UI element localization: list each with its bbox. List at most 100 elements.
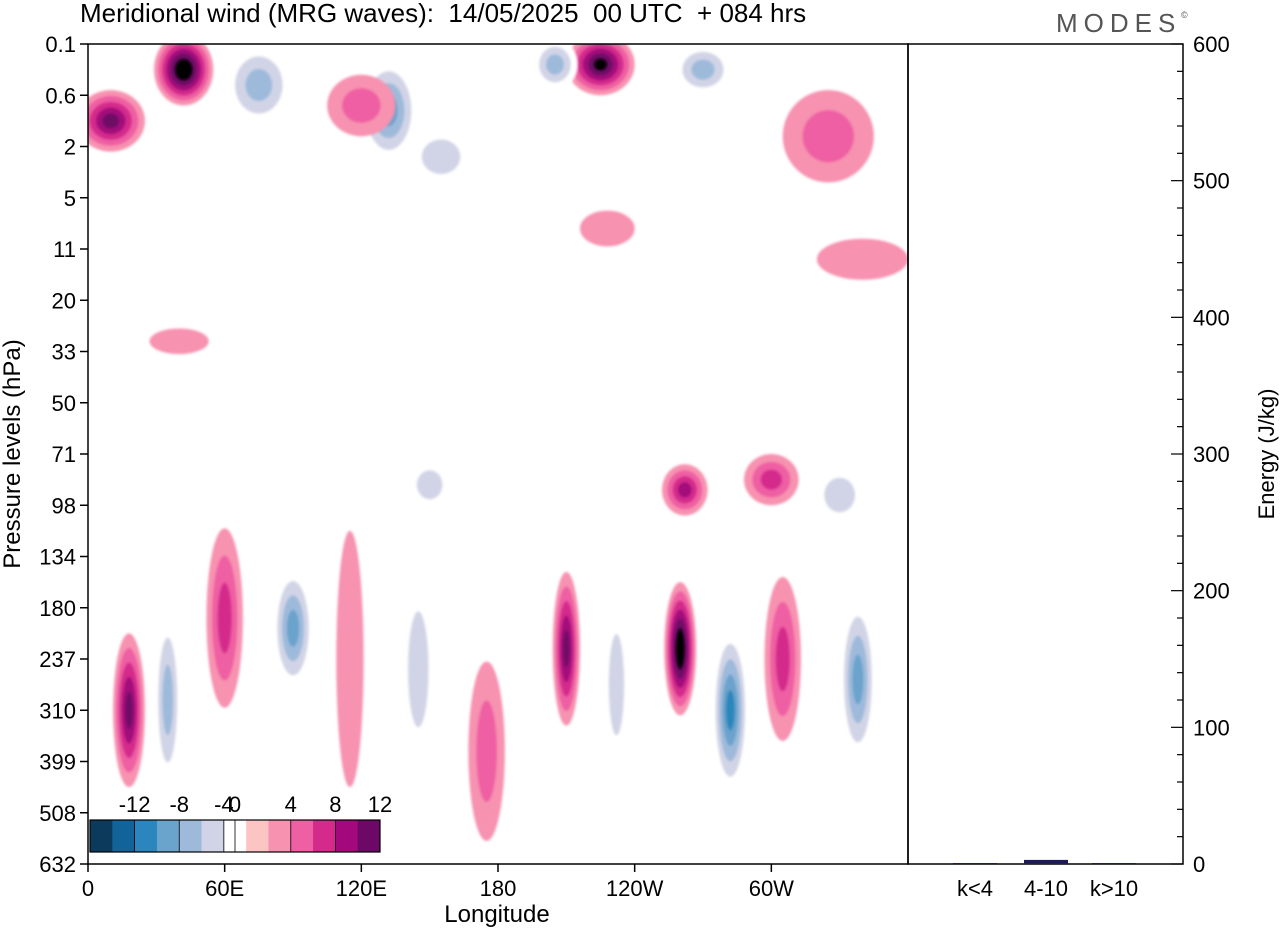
y-tick-label: 0.1: [45, 32, 76, 57]
contour-band: [852, 654, 864, 705]
y-tick-label: 310: [39, 698, 76, 723]
y-tick-label: 50: [52, 391, 76, 416]
contour-band: [725, 690, 735, 731]
wind-field: [88, 44, 908, 841]
contour-band: [245, 68, 273, 102]
y-tick-label: 98: [52, 493, 76, 518]
wind-anomaly-21: [468, 661, 505, 841]
wind-anomaly-29: [812, 464, 868, 526]
contour-band: [580, 210, 635, 247]
energy-tick-label: 600: [1193, 32, 1230, 57]
energy-tick-label: 400: [1193, 305, 1230, 330]
colorbar-swatch: [335, 820, 359, 852]
contour-band: [593, 58, 608, 71]
contour-band: [691, 59, 715, 80]
contour-band: [217, 582, 232, 654]
wind-anomaly-12: [580, 210, 635, 247]
contour-band: [608, 633, 625, 736]
y-tick-label: 632: [39, 852, 76, 877]
wind-anomaly-9: [327, 74, 396, 137]
wind-anomaly-23: [602, 594, 631, 775]
contour-band: [407, 611, 429, 728]
wind-anomaly-10: [457, 243, 539, 285]
wind-anomaly-5: [566, 44, 635, 96]
y-tick-label: 237: [39, 647, 76, 672]
contour-band: [775, 626, 790, 692]
contour-band: [178, 63, 189, 77]
wind-anomaly-8: [782, 90, 874, 183]
y-tick-label: 508: [39, 801, 76, 826]
wind-anomaly-17: [206, 528, 243, 708]
wind-anomaly-2: [224, 44, 293, 126]
y-tick-label: 5: [64, 186, 76, 211]
contour-band: [125, 691, 133, 730]
contour-band: [342, 88, 381, 123]
wind-anomaly-11: [816, 238, 908, 280]
colorbar-swatch: [357, 820, 381, 852]
energy-tick-label: 300: [1193, 442, 1230, 467]
wind-anomaly-7: [532, 44, 578, 91]
x-tick-label: 60E: [205, 876, 244, 901]
colorbar-swatch: [246, 820, 269, 852]
contour-band: [286, 609, 300, 647]
pressure-axis: 0.1 0.6 2 5 11 20 33 50 71 98 134 180 237 310 399 508 63…: [39, 32, 88, 877]
energy-category-label: 4-10: [1024, 876, 1068, 901]
colorbar-label: 12: [368, 792, 392, 817]
energy-axis: 0 100 200 300 400 500 600: [1171, 32, 1230, 877]
wind-anomaly-25: [712, 628, 749, 793]
contour-band: [416, 470, 443, 500]
contour-band: [545, 54, 564, 75]
energy-bar: [953, 863, 997, 864]
x-tick-label: 180: [480, 876, 517, 901]
colorbar-swatch: [112, 820, 136, 852]
chart-title: Meridional wind (MRG waves): 14/05/2025 …: [80, 0, 807, 28]
y-tick-label: 2: [64, 135, 76, 160]
contour-band: [457, 243, 539, 285]
y-tick-label: 180: [39, 596, 76, 621]
colorbar-swatch: [90, 820, 113, 852]
colorbar-swatch: [134, 820, 158, 852]
contour-band: [562, 629, 570, 668]
wind-anomaly-19: [336, 530, 364, 788]
x-tick-label: 120E: [336, 876, 387, 901]
x-tick-label: 60W: [749, 876, 794, 901]
y-tick-label: 134: [39, 545, 76, 570]
wind-anomaly-14: [149, 328, 209, 355]
colorbar-label: -8: [169, 792, 189, 817]
wind-anomaly-18: [272, 566, 314, 690]
contour-band: [149, 328, 209, 355]
colorbar-label: -12: [119, 792, 151, 817]
colorbar-swatch: [313, 820, 336, 852]
contour-band: [802, 110, 855, 163]
x-tick-label: 120W: [606, 876, 664, 901]
energy-tick-label: 0: [1193, 852, 1205, 877]
contour-band: [476, 700, 497, 802]
wind-anomaly-6: [673, 44, 733, 96]
y-tick-label: 11: [53, 237, 76, 262]
colorbar-swatch: [201, 820, 225, 852]
colorbar-label: 0: [229, 792, 241, 817]
contour-band: [102, 113, 120, 129]
colorbar-swatch: [156, 820, 180, 852]
contour-band: [589, 336, 726, 367]
contour-band: [421, 139, 461, 175]
y-tick-label: 71: [52, 442, 76, 467]
contour-band: [824, 477, 856, 513]
contour-band: [336, 530, 364, 788]
longitude-axis: 0 60E 120E 180 120W 60W: [82, 864, 794, 901]
energy-category-label: k<4: [957, 876, 993, 901]
colorbar-label: -4: [214, 792, 234, 817]
wind-anomaly-27: [839, 597, 877, 762]
y-tick-label: 33: [52, 340, 76, 365]
wind-anomaly-22: [552, 571, 580, 726]
contour-band: [816, 238, 908, 280]
colorbar-swatch: [268, 820, 292, 852]
y-tick-label: 20: [52, 288, 76, 313]
energy-bar: [1024, 859, 1068, 864]
energy-tick-label: 500: [1193, 169, 1230, 194]
colorbar-swatch: [290, 820, 314, 852]
contour-band: [677, 636, 684, 661]
contour-band: [677, 482, 692, 498]
contour-band: [88, 448, 111, 490]
